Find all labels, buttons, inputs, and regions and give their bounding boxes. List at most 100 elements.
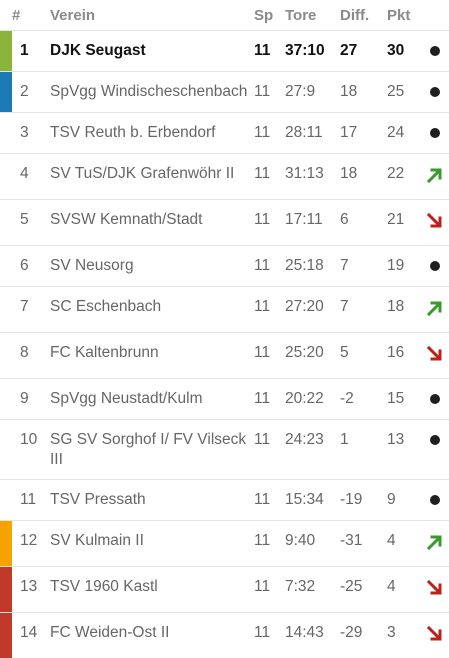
goals-cell: 37:10 — [285, 31, 340, 72]
played-cell: 11 — [254, 72, 285, 113]
points-cell: 19 — [387, 246, 426, 287]
trend-cell — [426, 480, 449, 521]
diff-cell: 1 — [340, 420, 387, 480]
club-name[interactable]: SV TuS/DJK Grafenwöhr II — [50, 154, 254, 200]
club-name[interactable]: TSV 1960 Kastl — [50, 567, 254, 613]
position-marker — [0, 613, 12, 658]
goals-cell: 7:32 — [285, 567, 340, 613]
points-cell: 16 — [387, 333, 426, 379]
points-cell: 25 — [387, 72, 426, 113]
position-marker-cell — [0, 333, 12, 379]
club-name[interactable]: SpVgg Windischeschenbach — [50, 72, 254, 113]
club-name[interactable]: SG SV Sorghof I/ FV Vilseck III — [50, 420, 254, 480]
played-cell: 11 — [254, 200, 285, 246]
played-header: Sp — [254, 0, 285, 31]
position-marker — [0, 567, 12, 612]
rank-header: # — [12, 0, 50, 31]
position-marker-cell — [0, 613, 12, 658]
trend-cell — [426, 31, 449, 72]
diff-cell: 18 — [340, 154, 387, 200]
points-cell: 4 — [387, 521, 426, 567]
rank-cell: 12 — [12, 521, 50, 567]
goals-cell: 27:20 — [285, 287, 340, 333]
club-name[interactable]: DJK Seugast — [50, 31, 254, 72]
diff-cell: -25 — [340, 567, 387, 613]
trend-header — [426, 0, 449, 31]
rank-cell: 4 — [12, 154, 50, 200]
club-name[interactable]: TSV Pressath — [50, 480, 254, 521]
rank-cell: 9 — [12, 379, 50, 420]
position-marker-cell — [0, 480, 12, 521]
rank-cell: 13 — [12, 567, 50, 613]
club-name[interactable]: TSV Reuth b. Erbendorf — [50, 113, 254, 154]
trend-cell — [426, 113, 449, 154]
goals-cell: 28:11 — [285, 113, 340, 154]
trend-cell — [426, 333, 449, 379]
goals-cell: 14:43 — [285, 613, 340, 658]
arrow-up-right-icon — [426, 533, 444, 551]
played-cell: 11 — [254, 333, 285, 379]
club-name[interactable]: SC Eschenbach — [50, 287, 254, 333]
rank-cell: 5 — [12, 200, 50, 246]
diff-cell: -19 — [340, 480, 387, 521]
diff-cell: 7 — [340, 246, 387, 287]
goals-cell: 25:18 — [285, 246, 340, 287]
rank-cell: 10 — [12, 420, 50, 480]
rank-cell: 7 — [12, 287, 50, 333]
played-cell: 11 — [254, 246, 285, 287]
played-cell: 11 — [254, 420, 285, 480]
club-name[interactable]: FC Weiden-Ost II — [50, 613, 254, 658]
club-name[interactable]: SpVgg Neustadt/Kulm — [50, 379, 254, 420]
dot-icon — [430, 495, 440, 505]
table-header: # Verein Sp Tore Diff. Pkt — [0, 0, 449, 31]
trend-cell — [426, 287, 449, 333]
played-cell: 11 — [254, 31, 285, 72]
position-marker-cell — [0, 246, 12, 287]
goals-header: Tore — [285, 0, 340, 31]
trend-cell — [426, 567, 449, 613]
rank-cell: 14 — [12, 613, 50, 658]
points-header: Pkt — [387, 0, 426, 31]
trend-cell — [426, 379, 449, 420]
club-name[interactable]: SV Kulmain II — [50, 521, 254, 567]
points-cell: 30 — [387, 31, 426, 72]
points-cell: 15 — [387, 379, 426, 420]
points-cell: 22 — [387, 154, 426, 200]
trend-cell — [426, 420, 449, 480]
arrow-down-right-icon — [426, 345, 444, 363]
dot-icon — [430, 435, 440, 445]
club-name[interactable]: FC Kaltenbrunn — [50, 333, 254, 379]
position-marker-cell — [0, 379, 12, 420]
trend-cell — [426, 613, 449, 658]
club-name[interactable]: SV Neusorg — [50, 246, 254, 287]
arrow-down-right-icon — [426, 212, 444, 230]
club-name[interactable]: SVSW Kemnath/Stadt — [50, 200, 254, 246]
points-cell: 13 — [387, 420, 426, 480]
goals-cell: 15:34 — [285, 480, 340, 521]
position-marker-cell — [0, 420, 12, 480]
diff-cell: 6 — [340, 200, 387, 246]
dot-icon — [430, 261, 440, 271]
position-marker-cell — [0, 287, 12, 333]
points-cell: 4 — [387, 567, 426, 613]
played-cell: 11 — [254, 287, 285, 333]
position-marker — [0, 72, 12, 112]
position-marker-cell — [0, 521, 12, 567]
diff-cell: -29 — [340, 613, 387, 658]
